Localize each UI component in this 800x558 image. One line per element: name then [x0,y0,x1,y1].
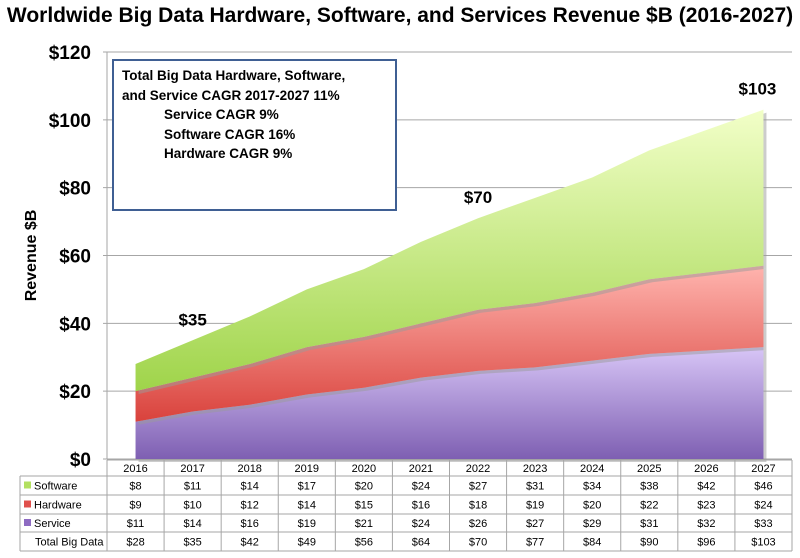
table-cell: $11 [127,518,145,530]
table-cell: $46 [754,481,772,493]
y-tick-label: $80 [59,179,91,200]
table-cell: $35 [183,537,201,549]
area-software [135,109,764,392]
x-tick-label: 2022 [466,463,490,475]
chart-title: Worldwide Big Data Hardware, Software, a… [6,4,794,27]
table-cell: $14 [298,500,316,512]
table-cell: $31 [526,481,544,493]
table-cell: $27 [526,518,544,530]
data-label-total: $70 [464,188,492,207]
table-cell: $18 [469,500,487,512]
table-cell: $70 [469,537,487,549]
table-cell: $96 [697,537,715,549]
table-cell: $14 [241,481,259,493]
table-cell: $23 [697,500,715,512]
legend-key-software [24,481,31,489]
table-cell: $16 [412,500,430,512]
table-cell: $42 [697,481,715,493]
table-cell: $17 [298,481,316,493]
table-cell: $56 [355,537,373,549]
note-line: Service CAGR 9% [164,107,279,122]
x-tick-label: 2025 [637,463,661,475]
table-cell: $24 [412,481,430,493]
table-cell: $24 [412,518,430,530]
area-hardware [135,265,764,422]
data-label-total: $103 [739,80,777,99]
note-line: Total Big Data Hardware, Software, [122,68,346,83]
table-cell: $77 [526,537,544,549]
x-tick-label: 2016 [123,463,147,475]
table-cell: $19 [526,500,544,512]
x-tick-label: 2026 [694,463,718,475]
table-cell: $29 [583,518,601,530]
table-cell: $24 [754,500,772,512]
table-cell: $103 [751,537,775,549]
table-cell: $11 [184,481,202,493]
x-tick-label: 2027 [751,463,775,475]
x-tick-label: 2021 [409,463,433,475]
table-cell: $20 [583,500,601,512]
table-row-label: Service [34,518,71,530]
table-row-label: Software [34,481,77,493]
data-label-total: $35 [178,310,206,329]
note-line: Software CAGR 16% [164,126,296,142]
table-cell: $38 [640,481,658,493]
table-cell: $90 [640,537,658,549]
table-row-label: Total Big Data [35,537,104,549]
table-cell: $42 [241,537,259,549]
table-cell: $22 [640,500,658,512]
legend-key-service [24,519,31,526]
table-cell: $8 [129,481,141,493]
table-cell: $14 [183,518,201,530]
table-cell: $64 [412,537,430,549]
x-tick-label: 2023 [523,463,547,475]
y-tick-label: $0 [70,450,91,471]
legend-key-hardware [24,500,31,508]
table-cell: $19 [298,518,316,530]
note-line: and Service CAGR 2017-2027 11% [122,87,340,103]
x-tick-label: 2019 [295,463,319,475]
table-cell: $9 [129,500,141,512]
y-tick-label: $20 [59,382,91,403]
x-tick-label: 2018 [237,463,261,475]
table-cell: $49 [298,537,316,549]
table-row-label: Hardware [34,500,82,512]
x-tick-label: 2020 [352,463,376,475]
x-tick-label: 2024 [580,463,604,475]
table-cell: $27 [469,481,487,493]
table-cell: $12 [241,500,259,512]
table-cell: $84 [583,537,601,549]
table-cell: $20 [355,481,373,493]
table-cell: $15 [355,500,373,512]
y-tick-label: $60 [59,247,91,268]
table-cell: $34 [583,481,601,493]
table-cell: $10 [183,500,201,512]
table-cell: $21 [355,518,373,530]
table-cell: $31 [640,518,658,530]
y-axis-label: Revenue $B [23,210,40,302]
y-tick-label: $100 [49,111,91,132]
table-cell: $26 [469,518,487,530]
y-tick-label: $120 [49,43,91,64]
y-tick-label: $40 [59,314,91,335]
cagr-note-box: Total Big Data Hardware, Software, and S… [112,59,397,211]
table-cell: $32 [697,518,715,530]
x-tick-label: 2017 [180,463,204,475]
table-cell: $16 [241,518,259,530]
table-cell: $33 [754,518,772,530]
table-cell: $28 [126,537,144,549]
note-line: Hardware CAGR 9% [164,146,293,161]
area-service [135,347,764,459]
